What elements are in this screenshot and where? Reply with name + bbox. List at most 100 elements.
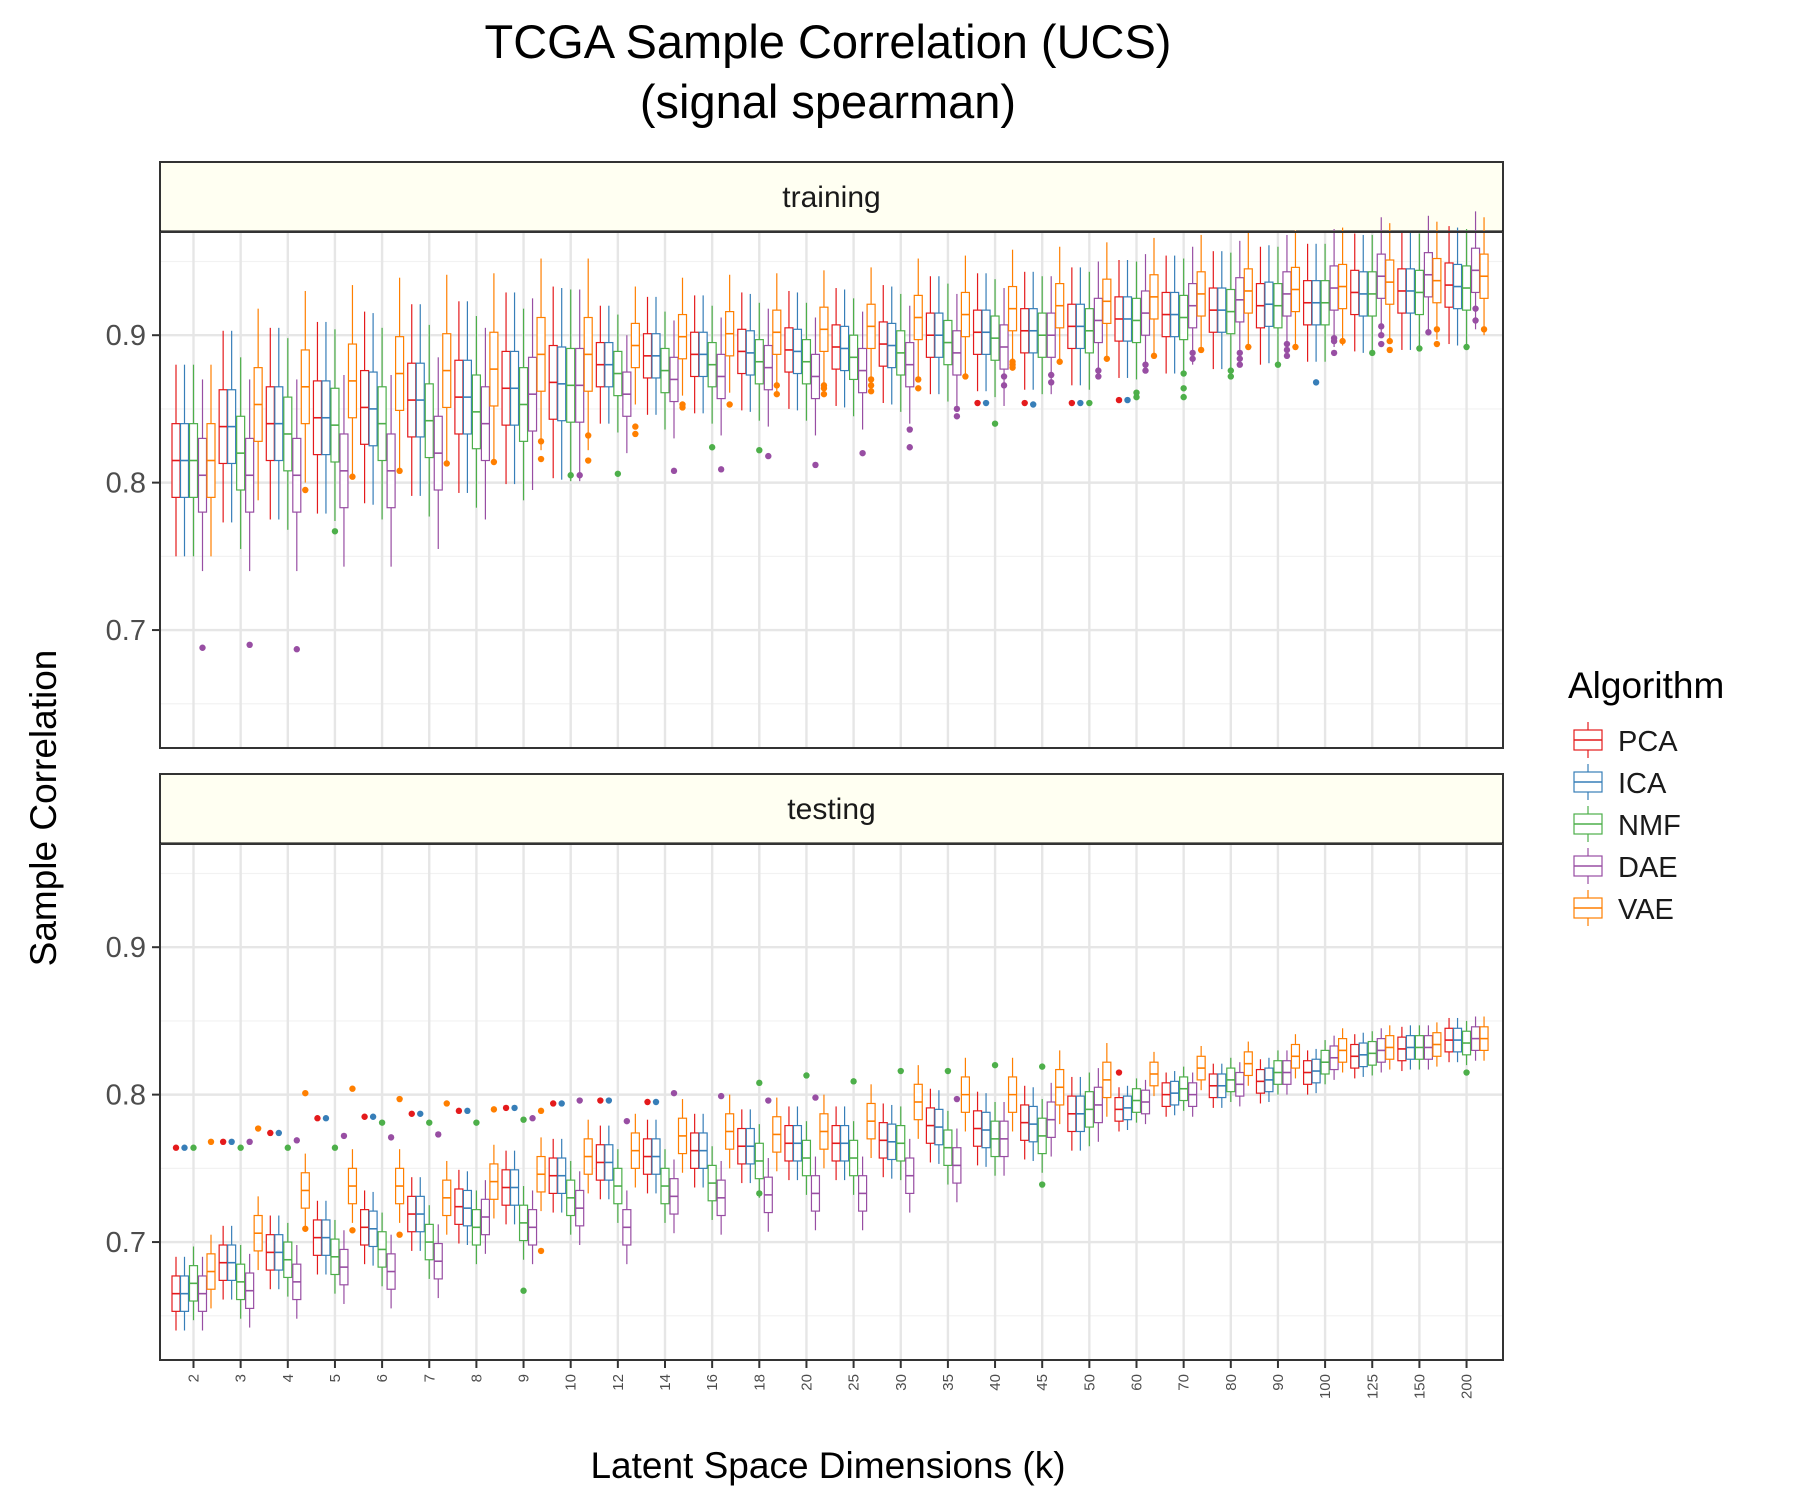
outlier-point [1048, 379, 1055, 386]
outlier-point [1283, 352, 1291, 360]
y-tick-label: 0.7 [106, 615, 146, 647]
outlier-point [1339, 337, 1346, 345]
x-tick-label: 125 [1364, 1374, 1381, 1399]
x-tick-label: 5 [327, 1374, 344, 1382]
panel-border [159, 231, 1504, 749]
x-tick-label: 6 [374, 1374, 391, 1382]
outlier-point [953, 413, 961, 420]
chart-title-line-2: (signal spearman) [640, 75, 1016, 128]
outlier-point [1433, 340, 1441, 348]
x-tick-label: 7 [421, 1374, 438, 1382]
outlier-point [1124, 396, 1131, 404]
outlier-point [1463, 343, 1470, 351]
outlier-point [490, 1106, 498, 1113]
outlier-point [435, 1131, 442, 1138]
x-tick-label: 200 [1459, 1374, 1476, 1399]
y-tick-label: 0.9 [106, 932, 146, 964]
series-NMF [188, 229, 1472, 557]
outlier-point [349, 1227, 356, 1234]
outlier-point [1416, 345, 1423, 352]
outlier-point [1115, 1069, 1123, 1076]
outlier-point [417, 1110, 424, 1117]
outlier-point [219, 1138, 227, 1146]
outlier-point [1330, 334, 1338, 342]
outlier-point [1189, 355, 1196, 362]
outlier-point [207, 1138, 215, 1146]
legend-entry-DAE: DAE [1573, 848, 1678, 884]
outlier-point [765, 452, 772, 460]
legend-label: PCA [1618, 726, 1678, 758]
outlier-point [632, 430, 639, 438]
outlier-point [1378, 332, 1385, 339]
x-tick-label: 12 [610, 1374, 627, 1391]
outlier-point [1056, 358, 1063, 365]
outlier-point [293, 1137, 300, 1144]
outlier-point [361, 1113, 368, 1120]
x-tick-label: 40 [987, 1374, 1004, 1391]
series-VAE [206, 217, 1489, 557]
x-tick-label: 30 [893, 1374, 910, 1391]
legend-entry-NMF: NMF [1573, 806, 1681, 842]
outlier-point [331, 1144, 339, 1151]
outlier-point [502, 1104, 510, 1112]
outlier-point [455, 1107, 463, 1115]
outlier-point [1433, 326, 1441, 333]
outlier-point [652, 1098, 660, 1106]
outlier-point [1227, 367, 1235, 374]
outlier-point [567, 472, 574, 479]
outlier-point [1095, 367, 1102, 374]
outlier-point [1086, 399, 1093, 407]
x-tick-label: 25 [846, 1374, 863, 1391]
outlier-point [511, 1104, 518, 1112]
outlier-point [550, 1100, 557, 1107]
facet-panel-training: training 0.7 0.8 0.9 [106, 161, 1504, 749]
outlier-point [396, 467, 403, 475]
facet-strip [159, 161, 1504, 233]
outlier-point [1227, 373, 1235, 380]
outlier-point [1133, 393, 1140, 401]
outlier-point [1236, 361, 1244, 368]
outlier-point [812, 461, 819, 469]
outlier-point [254, 1125, 262, 1132]
facet-strip-label: testing [787, 793, 875, 826]
outlier-point [726, 401, 733, 408]
outlier-point [464, 1107, 471, 1115]
outlier-point [537, 438, 545, 445]
outlier-point [812, 1094, 819, 1101]
outlier-point [605, 1097, 613, 1104]
outlier-point [1386, 346, 1393, 354]
outlier-point [275, 1129, 282, 1137]
outlier-point [490, 458, 498, 466]
outlier-point [181, 1144, 188, 1151]
outlier-point [237, 1144, 244, 1151]
plot-background [160, 232, 1503, 748]
outlier-point [906, 426, 913, 433]
legend-entry-PCA: PCA [1573, 722, 1678, 758]
outlier-point [867, 376, 875, 383]
y-tick-label: 0.7 [106, 1227, 146, 1259]
x-tick-label: 8 [468, 1374, 485, 1382]
legend-label: ICA [1618, 768, 1667, 800]
outlier-point [302, 1225, 309, 1232]
outlier-point [1103, 355, 1111, 362]
outlier-point [1150, 352, 1158, 360]
outlier-point [773, 382, 780, 389]
outlier-point [1142, 361, 1149, 368]
outlier-point [1236, 355, 1244, 362]
outlier-point [803, 1072, 810, 1079]
x-tick-label: 10 [563, 1374, 580, 1391]
outlier-point [1180, 393, 1187, 401]
legend: Algorithm PCA ICA NMF DAE VAE [1568, 665, 1724, 926]
x-tick-label: 100 [1317, 1374, 1334, 1399]
outlier-point [293, 646, 300, 653]
outlier-point [1115, 396, 1123, 404]
panel-border [159, 843, 1504, 1361]
outlier-point [190, 1144, 197, 1151]
series-DAE [197, 211, 1481, 653]
outlier-point [537, 1107, 545, 1115]
outlier-point [991, 420, 999, 427]
outlier-point [820, 390, 828, 398]
